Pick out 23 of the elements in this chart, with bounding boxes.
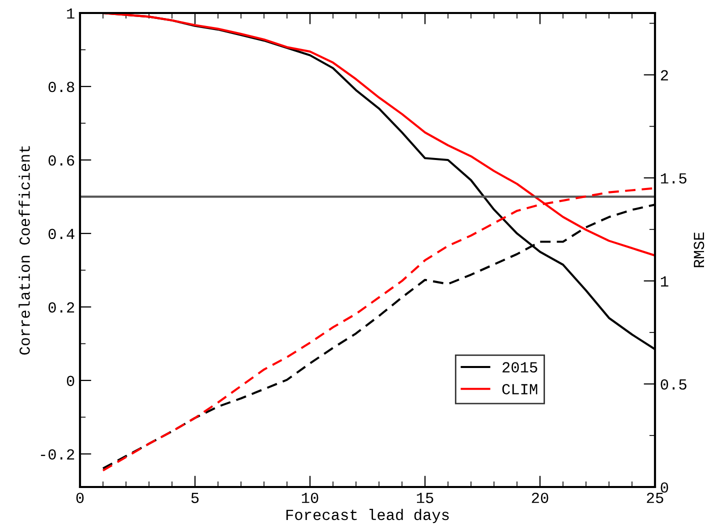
y2-tick-label: 1: [660, 276, 668, 286]
y-tick-label: 0.8: [48, 82, 74, 92]
y2-axis-title: RMSE: [694, 232, 704, 268]
x-tick-label: 0: [76, 492, 84, 504]
x-tick-label: 20: [532, 492, 548, 504]
y-tick-label: 1: [67, 8, 74, 19]
y-tick-label: 0.4: [48, 228, 74, 240]
y-axis-title: Correlation Coefficient: [18, 146, 30, 355]
y-tick-label: 0: [66, 376, 74, 386]
x-axis-title: Forecast lead days: [286, 508, 449, 524]
x-tick-label: 10: [302, 492, 318, 504]
y2-tick-label: 2: [660, 70, 668, 80]
y2-tick-label: 1.5: [660, 173, 686, 184]
x-tick-label: 25: [646, 492, 664, 504]
y-tick-label: -0.2: [40, 449, 74, 460]
y2-tick-label: 0.5: [660, 379, 686, 390]
legend-label: 2015: [502, 362, 538, 373]
x-tick-label: 15: [416, 492, 434, 504]
legend-label: CLIM: [502, 384, 538, 394]
y-tick-label: 0.6: [48, 155, 74, 166]
x-tick-label: 5: [191, 492, 199, 504]
y2-tick-label: 0: [660, 482, 668, 493]
y-tick-label: 0.2: [48, 302, 74, 313]
